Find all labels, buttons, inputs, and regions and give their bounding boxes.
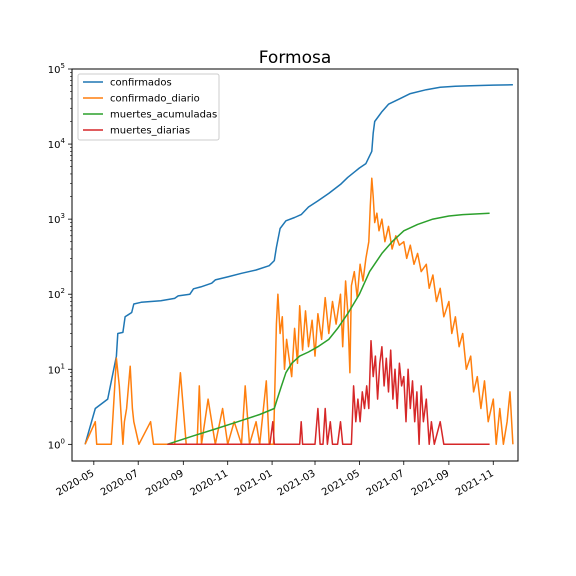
legend-label: confirmados bbox=[110, 78, 172, 89]
legend-label: muertes_acumuladas bbox=[110, 110, 217, 121]
x-tick-label: 2021-11 bbox=[454, 468, 496, 498]
y-tick-label: 101 bbox=[48, 362, 65, 376]
x-tick-label: 2021-07 bbox=[365, 468, 407, 498]
x-tick-label: 2021-05 bbox=[320, 468, 362, 498]
y-tick-label: 100 bbox=[48, 437, 65, 451]
x-tick-label: 2021-01 bbox=[233, 468, 275, 498]
x-tick-label: 2020-05 bbox=[55, 468, 97, 498]
legend-label: confirmado_diario bbox=[110, 94, 200, 105]
x-tick-label: 2021-09 bbox=[410, 468, 452, 498]
series-layer bbox=[84, 84, 514, 446]
x-axis: 2020-05 2020-07 2020-09 2020-11 2021-01 2021-… bbox=[55, 461, 496, 498]
legend: confirmados confirmado_diario muertes_acum… bbox=[77, 73, 220, 141]
legend-label: muertes_diarias bbox=[110, 126, 190, 137]
y-axis: 100 101 102 103 104 105 bbox=[48, 62, 72, 451]
plot-frame bbox=[71, 68, 519, 462]
series-line-confirmado_diario bbox=[84, 177, 514, 446]
series-line-muertes_acumuladas bbox=[167, 212, 490, 446]
y-tick-label: 105 bbox=[48, 62, 65, 76]
y-tick-label: 102 bbox=[48, 287, 65, 301]
x-tick-label: 2020-09 bbox=[144, 468, 186, 498]
y-tick-label: 104 bbox=[48, 137, 66, 151]
legend-box bbox=[77, 73, 220, 141]
chart-title: Formosa bbox=[259, 48, 332, 68]
x-tick-label: 2020-07 bbox=[99, 468, 141, 498]
series-line-confirmados bbox=[84, 84, 513, 445]
y-tick-label: 103 bbox=[48, 212, 65, 226]
series-line-muertes_diarias bbox=[167, 339, 490, 446]
x-tick-label: 2021-03 bbox=[276, 468, 318, 498]
x-tick-label: 2020-11 bbox=[189, 468, 231, 498]
